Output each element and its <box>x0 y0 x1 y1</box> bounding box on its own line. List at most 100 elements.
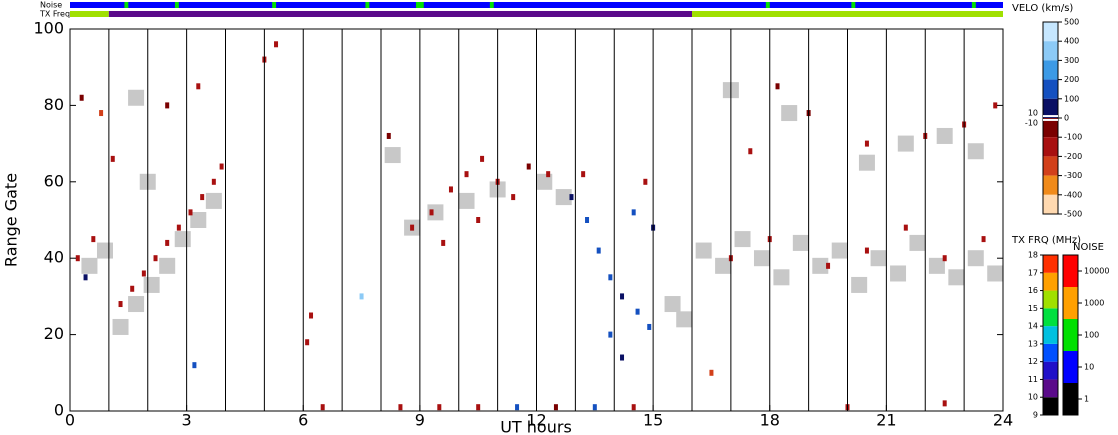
velo-title: VELO (km/s) <box>1012 3 1073 14</box>
velo-tick-label: -200 <box>1064 152 1082 161</box>
x-tick-label: 15 <box>643 411 663 430</box>
noise-tick-label: 10 <box>1084 363 1094 372</box>
tx-color <box>1043 308 1058 327</box>
x-tick-label: 18 <box>760 411 780 430</box>
echo-point <box>274 41 279 48</box>
echo-point <box>165 102 170 109</box>
echo-point <box>476 217 481 223</box>
velo-tick-label: -500 <box>1064 210 1082 219</box>
ground-scatter <box>205 192 222 209</box>
echo-point <box>546 171 551 178</box>
ground-scatter <box>851 276 868 293</box>
echo-point <box>437 404 442 411</box>
tx-tick-label: 12 <box>1028 357 1038 366</box>
tx-segment <box>692 11 1003 17</box>
ground-scatter <box>987 265 1004 282</box>
echo-point <box>775 83 780 90</box>
ground-scatter <box>555 189 572 206</box>
echo-point <box>398 404 403 411</box>
echo-point <box>748 148 753 155</box>
y-tick-label: 80 <box>44 95 64 114</box>
x-axis-label: UT hours <box>500 418 572 435</box>
ground-scatter <box>753 250 770 267</box>
noise-segment <box>765 2 770 8</box>
ground-scatter <box>695 242 712 259</box>
noise-segment <box>124 2 129 8</box>
echo-point <box>993 102 998 109</box>
tx-tick-label: 17 <box>1028 268 1038 277</box>
echo-point <box>592 404 597 411</box>
noise-tick-label: 100 <box>1084 331 1099 340</box>
echo-point <box>211 178 216 185</box>
ground-scatter <box>870 250 887 267</box>
velo-color <box>1043 22 1058 42</box>
ground-scatter <box>96 242 113 259</box>
noise-tick-label: 1000 <box>1084 299 1104 308</box>
ground-scatter <box>427 204 444 221</box>
ground-scatter <box>948 269 965 286</box>
x-tick-label: 12 <box>526 411 546 430</box>
ground-scatter <box>890 265 907 282</box>
velo-tick-label: -300 <box>1064 171 1082 180</box>
ground-scatter <box>812 257 829 274</box>
y-tick-label: 0 <box>54 401 64 420</box>
echo-point <box>386 132 391 139</box>
noise-segment <box>70 2 1003 8</box>
noise-segment <box>365 2 370 8</box>
velo-zero-band <box>1043 115 1058 118</box>
echo-point <box>608 331 613 338</box>
noise-segment <box>971 2 976 8</box>
ground-scatter <box>128 296 145 313</box>
tx-tick-label: 11 <box>1028 375 1038 384</box>
echo-point <box>569 194 574 201</box>
echo-point <box>309 312 314 319</box>
tx-tick-label: 16 <box>1028 286 1038 295</box>
echo-point <box>608 274 613 281</box>
echo-point <box>942 255 947 262</box>
echo-point <box>464 171 469 178</box>
x-tick-label: 3 <box>182 411 192 430</box>
echo-point <box>196 83 201 90</box>
velo-tick-label: 0 <box>1064 114 1069 123</box>
echo-point <box>359 293 364 300</box>
echo-point <box>709 369 714 376</box>
tx-color <box>1043 379 1058 398</box>
velo-small-label: 10 <box>1028 109 1038 118</box>
echo-point <box>410 224 415 231</box>
ground-scatter <box>536 173 553 190</box>
noise-color <box>1063 287 1078 319</box>
y-tick-label: 60 <box>44 171 64 190</box>
ground-scatter <box>928 257 945 274</box>
echo-point <box>620 354 625 361</box>
tx-tick-label: 9 <box>1033 411 1038 420</box>
echo-point <box>981 236 986 243</box>
velo-tick-label: 400 <box>1064 37 1079 46</box>
echo-point <box>118 301 123 308</box>
echo-point <box>526 163 531 170</box>
tx-title: TX FRQ (MHz) <box>1011 235 1081 246</box>
ground-scatter <box>174 231 191 248</box>
ground-scatter <box>858 154 875 171</box>
echo-point <box>188 209 193 216</box>
echo-point <box>130 285 135 292</box>
tx-color <box>1043 290 1058 309</box>
noise-segment <box>174 2 179 8</box>
echo-point <box>826 262 831 269</box>
echo-point <box>91 236 96 243</box>
velo-color <box>1043 118 1058 138</box>
echo-point <box>305 339 310 346</box>
echo-point <box>441 239 446 246</box>
echo-point <box>511 194 516 201</box>
echo-point <box>429 209 434 216</box>
echo-point <box>585 217 590 223</box>
tx-segment <box>108 11 692 17</box>
noise-color <box>1063 255 1078 287</box>
echo-point <box>631 209 636 216</box>
echo-point <box>165 239 170 246</box>
ground-scatter <box>159 257 176 274</box>
velo-color <box>1043 137 1058 157</box>
ground-scatter <box>676 311 693 328</box>
tx-tick-label: 18 <box>1028 251 1038 260</box>
noise-bar-label: Noise <box>40 1 62 10</box>
ground-scatter <box>773 269 790 286</box>
